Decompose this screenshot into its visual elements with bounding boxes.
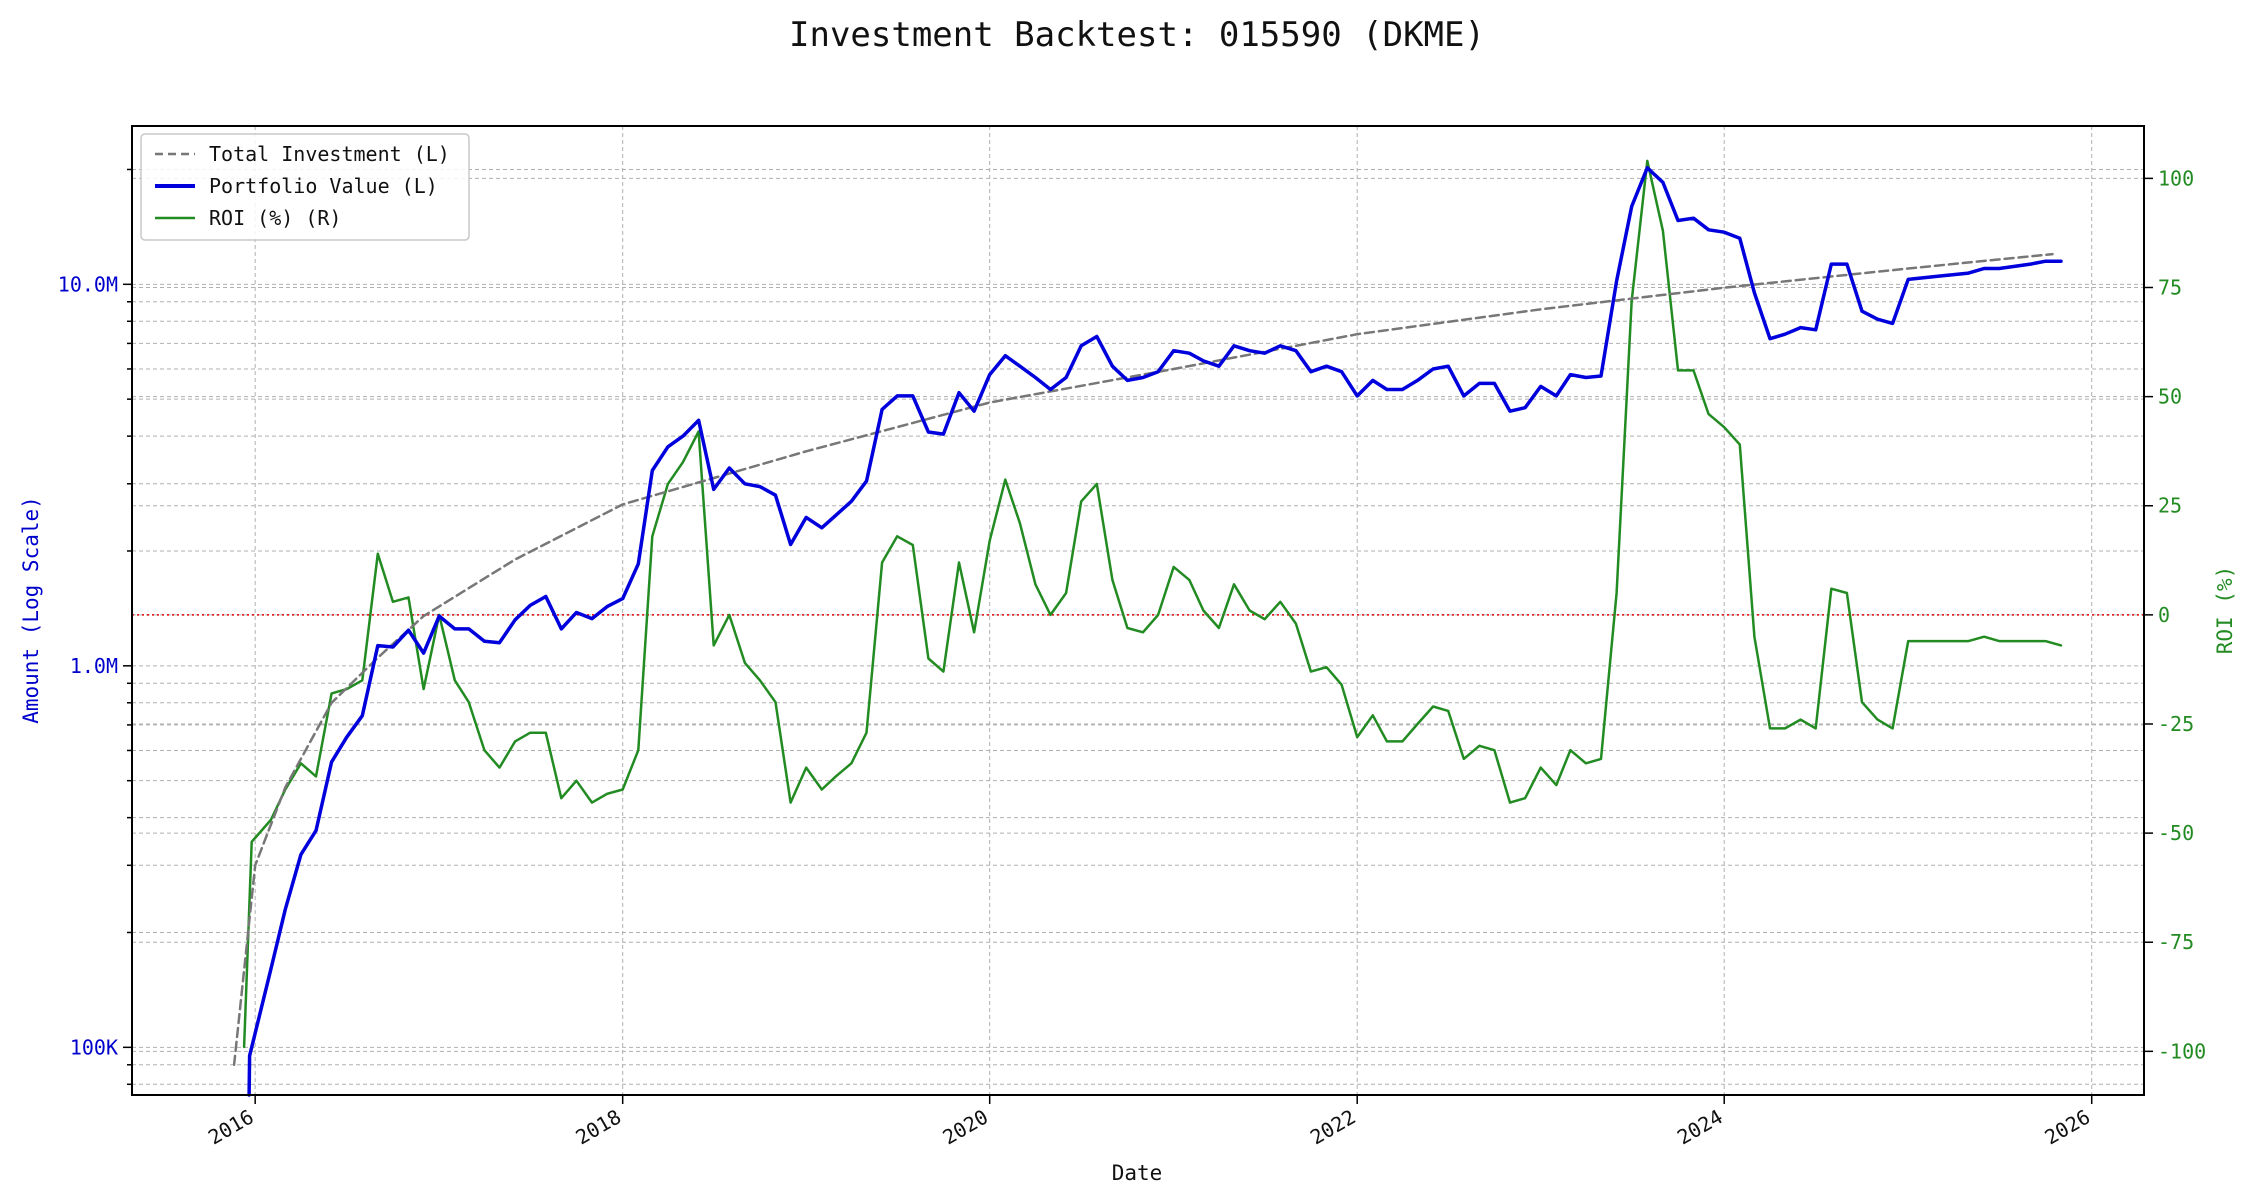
y-right-tick-label: 100 [2158, 166, 2194, 190]
total-investment-line [232, 252, 2054, 1067]
roi-line [242, 159, 2063, 1049]
portfolio-value-line [247, 166, 2063, 1097]
y-right-tick-label: 50 [2158, 385, 2182, 409]
chart-title: Investment Backtest: 015590 (DKME) [789, 15, 1485, 55]
legend-box [140, 133, 470, 241]
x-tick-label: 2024 [1673, 1105, 1727, 1150]
y-left-axis-label: Amount (Log Scale) [19, 496, 43, 724]
series-lines [232, 159, 2063, 1097]
y-right-tick-label: -100 [2158, 1039, 2206, 1063]
y-right-axis-ticks: -100 -75 -50 -25 0 25 50 75 100 [2144, 166, 2206, 1063]
x-tick-label: 2018 [571, 1105, 625, 1150]
y-right-tick-label: 25 [2158, 494, 2182, 518]
y-right-axis-label: ROI (%) [2213, 566, 2237, 655]
y-left-tick-label: 100K [70, 1035, 118, 1059]
legend-portfolio-label: Portfolio Value (L) [209, 174, 438, 198]
y-left-tick-label: 1.0M [70, 654, 118, 678]
plot-frame [131, 125, 2145, 1096]
legend-investment-label: Total Investment (L) [209, 142, 450, 166]
y-right-tick-label: 75 [2158, 276, 2182, 300]
y-left-axis-ticks: 100K 1.0M 10.0M [58, 168, 132, 1086]
x-tick-label: 2022 [1306, 1105, 1360, 1150]
x-axis-ticks: 2016 2018 2020 2022 2024 2026 [204, 1095, 2094, 1149]
y-right-tick-label: 0 [2158, 603, 2170, 627]
grid-lines [132, 126, 2144, 1095]
legend: Total Investment (L) Portfolio Value (L)… [140, 133, 470, 241]
y-left-tick-label: 10.0M [58, 272, 118, 296]
legend-roi-label: ROI (%) (R) [209, 206, 341, 230]
y-right-tick-label: -75 [2158, 930, 2194, 954]
y-right-tick-label: -50 [2158, 821, 2194, 845]
x-tick-label: 2026 [2040, 1105, 2094, 1150]
x-tick-label: 2020 [938, 1105, 992, 1150]
x-tick-label: 2016 [204, 1105, 258, 1150]
y-right-tick-label: -25 [2158, 712, 2194, 736]
x-axis-label: Date [1112, 1161, 1163, 1185]
